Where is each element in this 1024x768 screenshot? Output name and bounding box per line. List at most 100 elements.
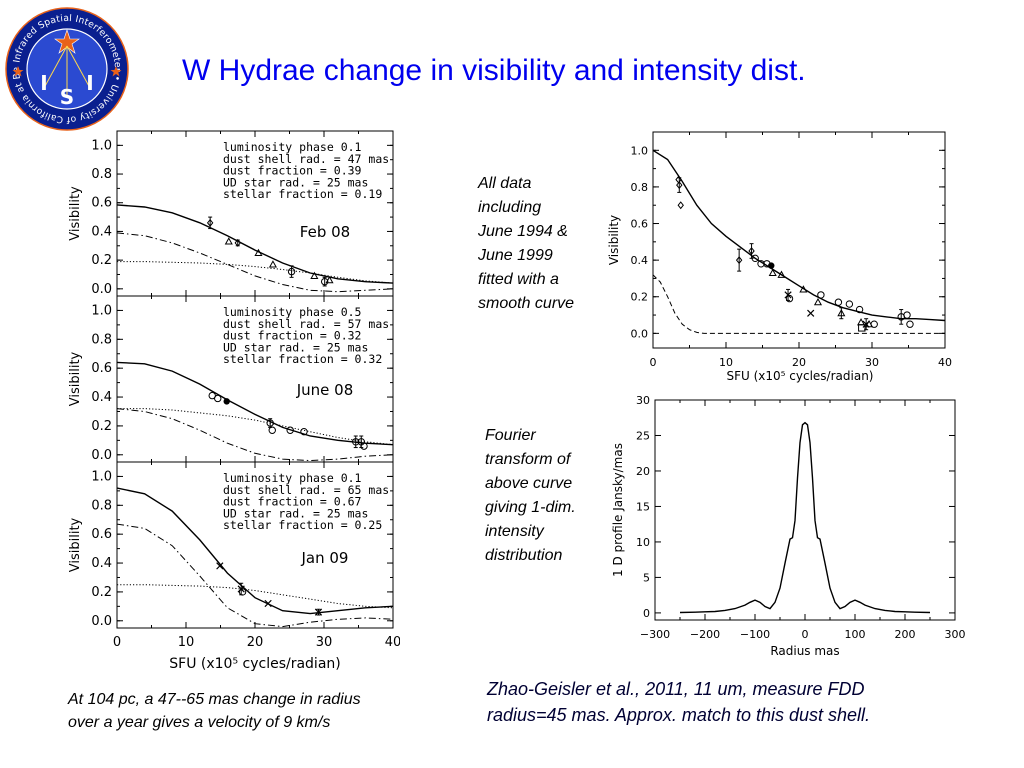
y-tick-label: 0.0 [91,614,112,629]
y-tick-label: 0.4 [91,556,112,571]
small-star-icon-left [12,66,24,77]
data-point-diamond [677,201,684,210]
x-tick-label: 200 [895,628,916,641]
velocity-note-line: At 104 pc, a 47--65 mas change in radius [68,691,361,708]
data-point-triangle [310,271,319,279]
chart-panel-profile: 30 25 20 15 10 5 0 −300 −200 −100 0 100 200 300 [636,394,966,641]
y-tick-label: 0.2 [91,253,112,268]
data-point-triangle [254,248,263,257]
y-tick-label: 15 [636,500,650,513]
data-point-diamond [676,181,683,190]
y-tick-label: 0.2 [631,291,649,304]
chart-panel-jun08: 1.0 0.8 0.6 0.4 0.2 0.0 [91,295,394,463]
y-tick-label: 0.8 [91,332,112,347]
x-axis-label: SFU (x10⁵ cycles/radian) [169,656,340,672]
y-tick-label: 1.0 [91,469,112,484]
param-text: luminosity phase 0.5 [223,305,361,319]
x-tick-label: 0 [113,635,121,650]
y-tick-label: 0.6 [631,218,649,231]
param-text: dust shell rad. = 65 mas [223,483,389,497]
series-dashed-line [653,274,945,334]
data-point-diamond [234,238,241,247]
data-point-circle [208,391,216,400]
y-tick-label: 0.8 [91,167,112,182]
param-text: dust fraction = 0.39 [223,164,362,178]
epoch-label: June 08 [296,381,354,399]
param-text: UD star rad. = 25 mas [223,340,368,354]
y-tick-label: 0.2 [91,585,112,600]
param-text: dust shell rad. = 47 mas [223,152,389,166]
series-solid-line [117,204,393,284]
data-point-circle [360,442,368,450]
y-tick-label: 0.0 [631,327,649,340]
data-point-x [264,599,272,608]
y-tick-label: 30 [636,394,650,407]
y-tick-label: 25 [636,429,650,442]
fourier-note-line: intensity [485,523,544,540]
y-tick-label: 10 [636,536,650,549]
all-data-note-line: All data [478,175,532,192]
data-point-circle [266,419,274,427]
data-point-filled [223,398,230,405]
param-text: dust fraction = 0.67 [223,495,362,509]
data-point-diamond [735,256,743,265]
data-point-circle [817,291,825,299]
data-point-circle [906,320,914,328]
all-data-note-line: June 1999 [478,247,553,264]
x-tick-label: 10 [719,356,733,369]
logo-letter-1: I [40,71,47,95]
y-tick-label: 0.0 [91,448,112,463]
x-tick-label: 0 [650,356,657,369]
fourier-note-line: distribution [485,547,563,564]
x-tick-label: 30 [865,356,879,369]
data-point-x [784,291,792,299]
all-data-note-line: including [478,199,542,216]
param-text: dust fraction = 0.32 [223,329,361,343]
param-text: stellar fraction = 0.25 [223,518,382,532]
series-dotted-line [117,408,393,446]
x-tick-label: −100 [740,628,770,641]
plot-area [679,421,931,614]
param-text: UD star rad. = 25 mas [223,175,368,189]
x-tick-label: −200 [690,628,720,641]
series-dashdot-line [117,232,393,293]
y-axis-label: Visibility [607,215,621,265]
visibility-panels-figure: 1.0 0.8 0.6 0.4 0.2 0.0 Visibility luminosity p… [68,130,400,672]
plot-area [117,487,393,628]
data-point-circle [268,426,276,434]
series-dashdot-line [117,408,393,462]
y-tick-label: 0.6 [91,361,112,376]
param-text: luminosity phase 0.1 [223,140,362,154]
series-dotted-line [117,261,393,284]
series-dotted-line [117,584,393,609]
y-axis-label: Visibility [68,186,83,241]
data-point-circle [286,426,294,434]
y-axis-label: Visibility [68,351,83,406]
y-tick-label: 0.6 [91,527,112,542]
data-point-circle [845,300,854,308]
x-tick-label: −300 [640,628,670,641]
series-solid-line [653,149,945,322]
y-axis-label: Visibility [68,517,83,572]
data-point-diamond [748,246,755,255]
plot-frame [654,399,956,621]
y-tick-label: 0.4 [631,254,649,267]
data-point-circle [757,260,765,268]
data-point-triangle [325,275,334,284]
y-tick-label: 0.2 [91,419,112,434]
x-tick-label: 300 [945,628,966,641]
fourier-note-line: giving 1-dim. [485,499,576,516]
epoch-label: Feb 08 [300,223,350,241]
data-point-circle [214,394,222,403]
fourier-note-line: transform of [485,451,571,468]
y-tick-label: 1.0 [91,303,112,318]
data-point-circle [300,427,308,436]
data-point-triangle [224,237,233,245]
param-text: UD star rad. = 25 mas [223,506,368,520]
data-point-circle [352,438,360,446]
y-tick-label: 5 [643,571,650,584]
data-point-circle [785,294,794,303]
y-axis-label: 1 D profile Jansky/mas [611,443,625,577]
plot-area [653,149,945,334]
small-star-icon-right [110,66,122,77]
